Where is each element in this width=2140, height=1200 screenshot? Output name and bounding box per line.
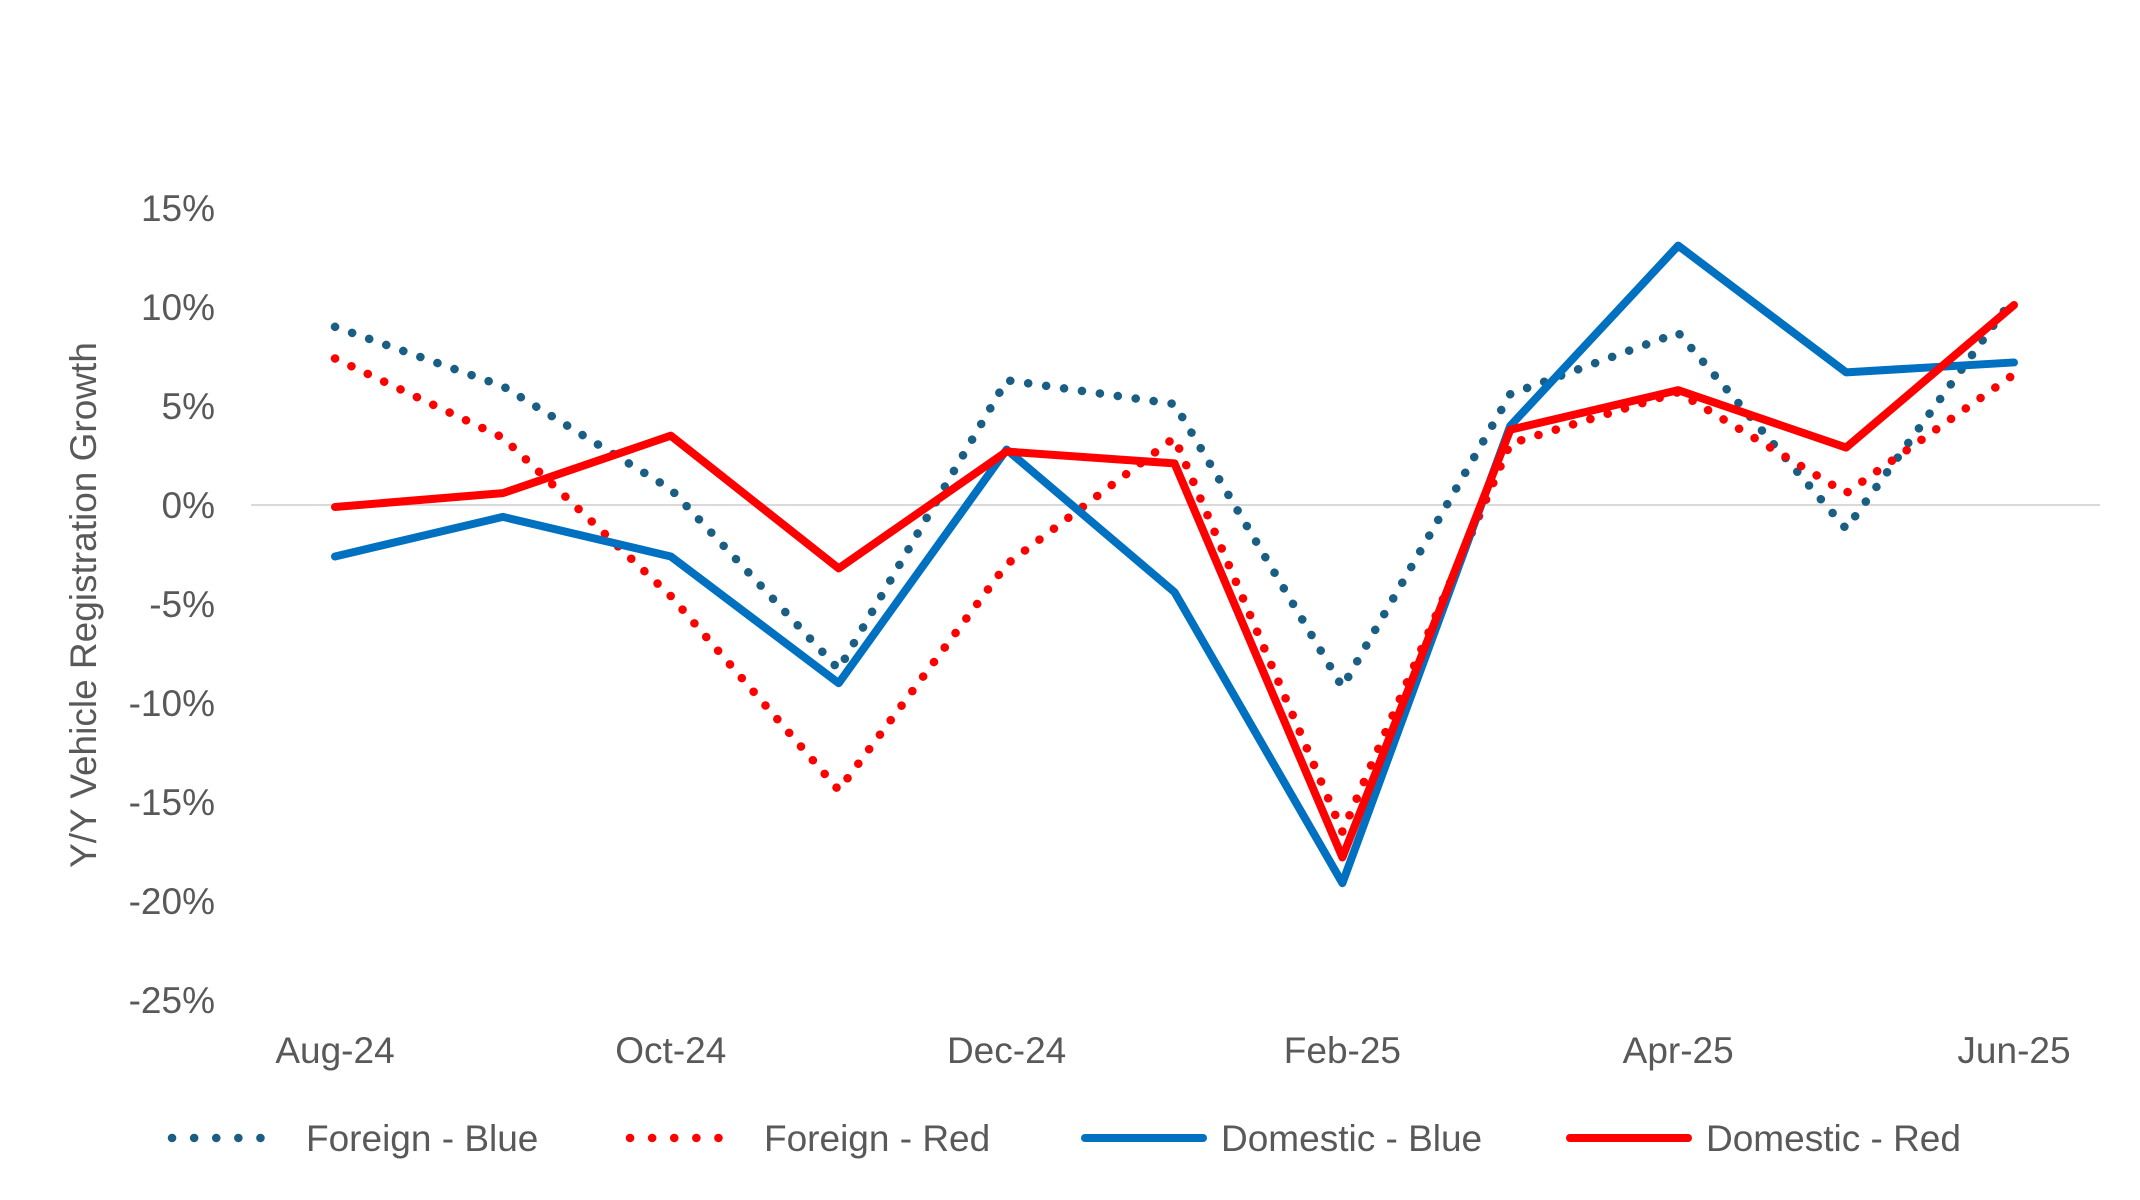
- y-axis-ticks: 15% 10% 5% 0% -5% -10% -15% -20% -25%: [129, 188, 215, 1021]
- legend: Foreign - Blue Foreign - Red Domestic - Bl…: [167, 1118, 1961, 1159]
- y-tick-label: 5%: [162, 386, 215, 427]
- y-tick-label: 10%: [141, 287, 215, 328]
- series-foreign-blue: [330, 292, 2019, 692]
- y-tick-label: -20%: [129, 881, 215, 922]
- series-domestic-red: [331, 301, 2018, 862]
- series-line: [330, 292, 2019, 692]
- series-line: [331, 301, 2018, 862]
- y-axis-title: Y/Y Vehicle Registration Growth: [63, 342, 104, 868]
- legend-label: Domestic - Red: [1706, 1118, 1961, 1159]
- legend-label: Foreign - Red: [764, 1118, 990, 1159]
- legend-item: Foreign - Blue: [167, 1118, 538, 1159]
- x-tick-label: Jun-25: [1957, 1030, 2070, 1071]
- y-tick-label: -10%: [129, 683, 215, 724]
- series-domestic-blue: [331, 241, 2018, 888]
- legend-item: Domestic - Red: [1566, 1118, 1961, 1159]
- legend-item: Domestic - Blue: [1081, 1118, 1482, 1159]
- series-layer: [330, 241, 2019, 888]
- y-tick-label: -5%: [149, 584, 215, 625]
- x-tick-label: Oct-24: [615, 1030, 726, 1071]
- y-tick-label: 15%: [141, 188, 215, 229]
- y-tick-label: -25%: [129, 980, 215, 1021]
- series-line: [331, 241, 2018, 888]
- x-axis-ticks: Aug-24 Oct-24 Dec-24 Feb-25 Apr-25 Jun-25: [275, 1030, 2070, 1071]
- legend-label: Domestic - Blue: [1221, 1118, 1482, 1159]
- legend-label: Foreign - Blue: [306, 1118, 538, 1159]
- x-tick-label: Aug-24: [275, 1030, 394, 1071]
- x-tick-label: Apr-25: [1623, 1030, 1734, 1071]
- x-tick-label: Dec-24: [947, 1030, 1066, 1071]
- series-foreign-red: [330, 354, 2019, 836]
- legend-item: Foreign - Red: [625, 1118, 990, 1159]
- x-tick-label: Feb-25: [1284, 1030, 1401, 1071]
- y-tick-label: 0%: [162, 485, 215, 526]
- y-tick-label: -15%: [129, 782, 215, 823]
